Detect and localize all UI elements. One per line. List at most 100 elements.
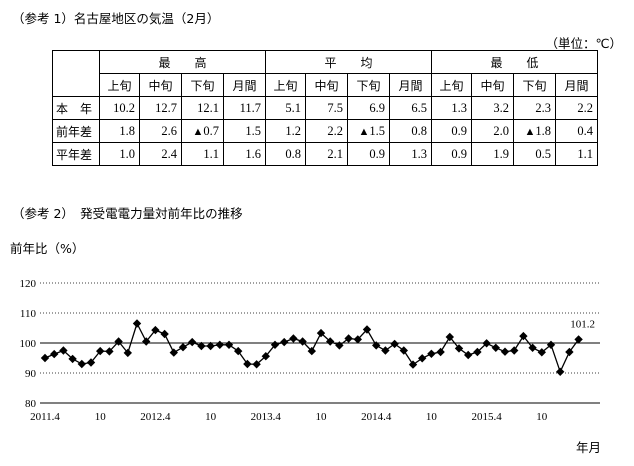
data-point — [243, 359, 252, 369]
table-cell: 2.0 — [471, 119, 514, 143]
data-point — [142, 337, 151, 346]
data-point — [528, 343, 537, 352]
data-point — [326, 337, 335, 346]
data-point — [252, 360, 261, 369]
x-tick-label: 2014.4 — [361, 411, 392, 423]
data-point — [381, 346, 390, 355]
y-tick-label: 110 — [20, 308, 37, 320]
data-point — [50, 349, 59, 359]
data-point — [105, 347, 114, 356]
corner-cell — [52, 50, 100, 97]
table-cell: ▲0.7 — [181, 119, 224, 143]
row-label: 本 年 — [52, 96, 100, 120]
negative-marker-icon: ▲ — [358, 125, 370, 138]
subheader-3: 月間 — [223, 73, 266, 97]
row-current-year: 本 年 10.2 12.7 12.1 11.7 5.1 7.5 6.9 6.5 1.3 3.2 2.3… — [52, 96, 598, 120]
data-point — [353, 335, 362, 344]
subheader-6: 下旬 — [347, 73, 390, 97]
table-cell: ▲1.5 — [347, 119, 390, 143]
subheader-9: 中旬 — [471, 73, 514, 97]
table-cell: 5.1 — [265, 96, 306, 120]
table-cell: 0.4 — [555, 119, 598, 143]
data-point — [132, 319, 142, 328]
data-point — [408, 360, 418, 369]
table-cell: 1.9 — [471, 142, 514, 166]
data-point — [151, 325, 160, 335]
data-point — [454, 344, 464, 353]
data-point — [59, 346, 68, 355]
x-tick-label: 2012.4 — [140, 411, 171, 423]
data-point — [261, 352, 270, 361]
data-point — [86, 358, 96, 367]
data-point — [464, 350, 473, 360]
data-point — [418, 354, 427, 363]
y-axis-label: 前年比（%） — [10, 241, 85, 256]
table-cell: 1.1 — [181, 142, 224, 166]
table-cell: 0.9 — [431, 119, 472, 143]
row-diff-prev-year: 前年差 1.8 2.6 ▲0.7 1.5 1.2 2.2 ▲1.5 0.8 0.9 2.0 ▲1.8 0… — [52, 119, 598, 143]
unit-label: （単位：℃） — [545, 36, 622, 51]
last-value-label: 101.2 — [570, 318, 595, 330]
data-point — [188, 337, 197, 347]
data-point — [445, 332, 454, 342]
data-point — [556, 367, 565, 376]
x-tick-label: 2015.4 — [471, 411, 502, 423]
row-label: 平年差 — [52, 142, 100, 166]
data-point — [362, 325, 372, 334]
table-cell: 12.7 — [139, 96, 182, 120]
table-cell: 0.9 — [347, 142, 390, 166]
data-point — [574, 335, 583, 344]
x-tick-label: 2013.4 — [251, 411, 282, 423]
y-tick-label: 120 — [20, 278, 37, 290]
data-point — [114, 337, 123, 346]
temperature-table: 最 高 平 均 最 低 上旬 中旬 下旬 月間 上旬 中旬 下旬 月間 上旬 中旬 下旬 月間 本 年… — [52, 50, 598, 166]
negative-marker-icon: ▲ — [524, 125, 536, 138]
data-point — [537, 348, 546, 357]
subheader-11: 月間 — [555, 73, 598, 97]
table-cell: 0.9 — [431, 142, 472, 166]
data-point — [482, 339, 491, 348]
data-point — [491, 343, 500, 352]
table-cell: 0.5 — [513, 142, 556, 166]
x-tick-label: 10 — [205, 411, 217, 423]
data-point — [123, 348, 132, 358]
x-tick-label: 10 — [95, 411, 107, 423]
data-point — [178, 343, 188, 352]
x-axis-label: 年月 — [576, 440, 602, 455]
data-point — [298, 337, 307, 346]
table-cell: 2.2 — [555, 96, 598, 120]
data-point — [280, 337, 289, 347]
data-point — [510, 346, 519, 355]
x-tick-label: 10 — [426, 411, 438, 423]
reference1-title: （参考 1）名古屋地区の気温（2月） — [12, 11, 220, 26]
x-tick-label: 10 — [536, 411, 548, 423]
y-tick-label: 80 — [25, 398, 37, 410]
data-point — [307, 346, 316, 356]
y-tick-label: 100 — [20, 338, 37, 350]
row-diff-normal: 平年差 1.0 2.4 1.1 1.6 0.8 2.1 0.9 1.3 0.9 1.9 0.5 1.1 — [52, 142, 598, 166]
table-cell: 1.0 — [99, 142, 140, 166]
data-point — [473, 347, 482, 357]
y-tick-label: 90 — [25, 368, 37, 380]
data-point — [335, 341, 344, 350]
table-cell: 0.8 — [265, 142, 306, 166]
x-tick-label: 2011.4 — [30, 411, 60, 423]
data-point — [289, 334, 298, 343]
table-cell: 2.2 — [305, 119, 348, 143]
table-cell: 1.6 — [223, 142, 266, 166]
data-point — [565, 347, 574, 357]
data-point — [215, 340, 224, 349]
data-point — [68, 354, 77, 364]
table-cell: 1.3 — [389, 142, 432, 166]
data-point — [77, 359, 86, 369]
table-cell: 2.1 — [305, 142, 348, 166]
reference2-title: （参考 2） 発受電電力量対前年比の推移 — [12, 206, 243, 221]
data-point — [546, 340, 556, 349]
data-point — [234, 346, 243, 356]
negative-marker-icon: ▲ — [192, 125, 204, 138]
table-cell: 2.6 — [139, 119, 182, 143]
data-point — [270, 340, 280, 349]
data-point — [316, 328, 326, 338]
data-point — [390, 339, 399, 349]
